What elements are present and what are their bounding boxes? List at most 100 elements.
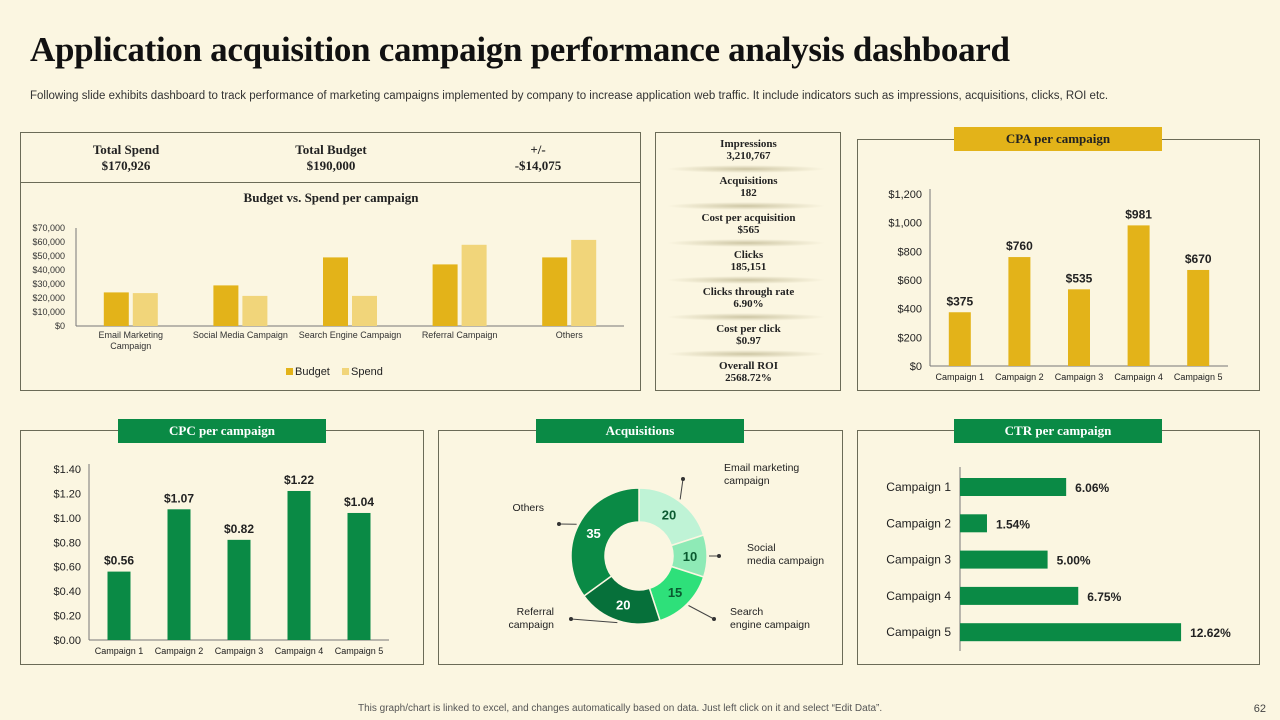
leader-dot — [712, 617, 716, 621]
y-tick-label: $0 — [910, 361, 922, 373]
x-tick-label: Campaign 4 — [275, 646, 324, 656]
metric-label: Overall ROI — [719, 360, 778, 372]
kpi-difference: +/- -$14,075 — [458, 142, 618, 174]
y-tick-label: Campaign 2 — [886, 516, 951, 530]
y-tick-label: $0 — [55, 321, 65, 331]
metric-divider — [666, 276, 826, 284]
bar-spend — [352, 295, 377, 326]
cpc-ribbon: CPC per campaign — [118, 419, 326, 443]
data-label: $1.04 — [344, 495, 374, 509]
metric-divider — [666, 202, 826, 210]
ctr-ribbon: CTR per campaign — [954, 419, 1162, 443]
bar — [287, 490, 311, 640]
bar-budget — [323, 257, 348, 326]
y-tick-label: $1,200 — [888, 189, 922, 201]
y-tick-label: $0.20 — [53, 611, 81, 623]
metric-value: 182 — [740, 187, 757, 199]
legend-swatch — [342, 368, 349, 375]
kpi-label: Total Spend — [92, 142, 160, 157]
slice-name-label: Social — [747, 542, 776, 554]
x-tick-label: Social Media Campaign — [193, 330, 288, 340]
bar — [347, 512, 371, 640]
y-tick-label: $0.80 — [53, 537, 81, 549]
metrics-panel: Impressions 3,210,767 Acquisitions 182 Cost … — [655, 132, 841, 391]
data-label: 12.62% — [1190, 626, 1231, 640]
x-tick-label: Campaign 3 — [1055, 372, 1104, 382]
slice-value-label: 35 — [586, 526, 600, 541]
slice-value-label: 20 — [662, 508, 676, 523]
legend-label: Budget — [295, 366, 330, 378]
metric-item: Cost per acquisition $565 — [666, 212, 831, 236]
y-tick-label: Campaign 4 — [886, 589, 951, 603]
data-label: $760 — [1006, 239, 1033, 253]
bar-budget — [213, 285, 239, 326]
slice-name-label: campaign — [508, 619, 554, 631]
bar-spend — [461, 244, 487, 326]
x-tick-label: Campaign 1 — [936, 372, 985, 382]
slice-name-label: Others — [512, 502, 544, 514]
data-label: 1.54% — [996, 517, 1030, 531]
bar — [167, 509, 191, 640]
ctr-chart: Campaign 1 6.06% Campaign 2 1.54% Campaign 3… — [886, 467, 1231, 651]
bar-budget — [542, 257, 568, 326]
kpi-label: Total Budget — [295, 142, 367, 157]
bar — [960, 550, 1048, 569]
x-tick-label: Campaign 3 — [215, 646, 264, 656]
leader-line — [679, 478, 684, 500]
y-tick-label: $30,000 — [32, 279, 65, 289]
slice-value-label: 20 — [616, 598, 630, 613]
metric-value: $0.97 — [736, 335, 761, 347]
y-tick-label: $1,000 — [888, 218, 922, 230]
cpc-chart: $0.00 $0.20 $0.40 $0.60 $0.80 $1.00 $1.20 $1.40… — [53, 464, 389, 656]
metric-label: Clicks through rate — [702, 286, 795, 298]
cpa-chart: $0 $200 $400 $600 $800 $1,000 $1,200 $375 Campai… — [888, 189, 1228, 382]
y-tick-label: Campaign 1 — [886, 480, 951, 494]
legend-label: Spend — [351, 366, 383, 378]
y-tick-label: $800 — [898, 246, 922, 258]
leader-dot — [557, 522, 561, 526]
data-label: $670 — [1185, 252, 1212, 266]
bar — [1008, 257, 1031, 366]
leader-line — [570, 618, 618, 624]
bar — [948, 312, 971, 366]
metric-divider — [666, 350, 826, 358]
y-tick-label: $0.60 — [53, 562, 81, 574]
x-tick-label: Others — [556, 330, 584, 340]
leader-line — [688, 605, 715, 620]
slice-name-label: engine campaign — [730, 619, 810, 631]
data-label: $981 — [1125, 207, 1152, 221]
y-tick-label: $0.40 — [53, 586, 81, 598]
data-label: $0.56 — [104, 554, 134, 568]
metric-label: Cost per click — [716, 323, 781, 335]
metric-divider — [666, 165, 826, 173]
metric-item: Acquisitions 182 — [666, 175, 831, 199]
y-tick-label: $10,000 — [32, 307, 65, 317]
y-tick-label: $0.00 — [53, 635, 81, 647]
leader-dot — [681, 477, 685, 481]
metric-item: Clicks 185,151 — [666, 249, 831, 273]
metric-divider — [666, 239, 826, 247]
acquisitions-panel: 20 Email marketing campaign 10 Social media c… — [438, 430, 843, 665]
x-tick-label: Search Engine Campaign — [299, 330, 402, 340]
footer-note: This graph/chart is linked to excel, and… — [358, 703, 883, 714]
kpi-label: +/- — [530, 142, 546, 157]
x-tick-label: Referral Campaign — [422, 330, 498, 340]
data-label: 5.00% — [1057, 554, 1091, 568]
legend-swatch — [286, 368, 293, 375]
bar-spend — [571, 239, 597, 326]
y-tick-label: Campaign 5 — [886, 625, 951, 639]
x-tick-label: Campaign 5 — [335, 646, 384, 656]
x-tick-label: Campaign 4 — [1114, 372, 1163, 382]
x-tick-label: Email Marketing — [99, 330, 164, 340]
kpi-total-budget: Total Budget $190,000 — [251, 142, 411, 174]
bar — [960, 478, 1067, 496]
y-tick-label: $1.20 — [53, 488, 81, 500]
cpc-panel: $0.00 $0.20 $0.40 $0.60 $0.80 $1.00 $1.20 $1.40… — [20, 430, 424, 665]
metric-value: 6.90% — [733, 298, 764, 310]
bar — [227, 539, 251, 640]
kpi-header: Total Spend $170,926 Total Budget $190,0… — [21, 133, 640, 183]
bar-spend — [242, 295, 268, 326]
metric-value: 185,151 — [730, 261, 767, 273]
bar — [1068, 289, 1090, 366]
